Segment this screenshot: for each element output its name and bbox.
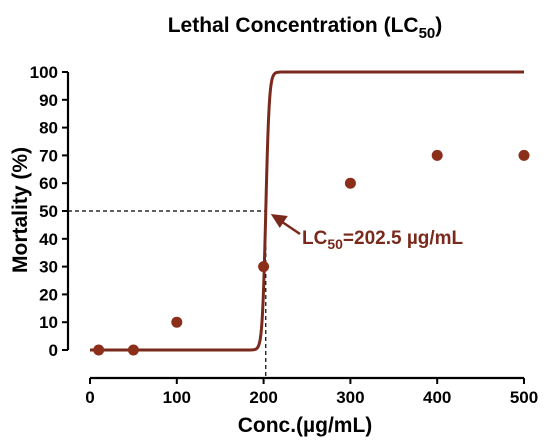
y-axis-label: Mortality (%)	[9, 147, 32, 273]
x-tick-label: 500	[510, 388, 538, 407]
y-tick-label: 50	[39, 202, 58, 221]
data-point	[518, 149, 530, 161]
x-tick-label: 400	[423, 388, 451, 407]
fitted-curve	[90, 70, 524, 352]
x-axis-label: Conc.(µg/mL)	[238, 414, 373, 437]
y-tick-label: 60	[39, 174, 58, 193]
x-tick-label: 100	[163, 388, 191, 407]
y-tick-label: 30	[39, 258, 58, 277]
y-tick-label: 90	[39, 91, 58, 110]
x-tick-label: 0	[85, 388, 94, 407]
data-point	[344, 177, 356, 189]
data-point	[93, 344, 105, 356]
data-point	[171, 316, 183, 328]
y-tick-label: 0	[49, 341, 58, 360]
y-tick-label: 100	[30, 63, 58, 82]
y-tick-label: 10	[39, 313, 58, 332]
data-point	[258, 261, 270, 273]
y-tick-label: 40	[39, 230, 58, 249]
data-point	[431, 149, 443, 161]
x-tick-label: 200	[249, 388, 277, 407]
y-tick-label: 20	[39, 285, 58, 304]
x-tick-label: 300	[336, 388, 364, 407]
chart-title: Lethal Concentration (LC50)	[168, 14, 443, 42]
lc50-annotation: LC50=202.5 µg/mL	[302, 228, 464, 252]
y-tick-label: 70	[39, 146, 58, 165]
plot-area: 0 10 20 30 40 50 60 70 80 90 100 0 100 200 300 400 500	[30, 63, 539, 407]
y-tick-label: 80	[39, 119, 58, 138]
data-point	[127, 344, 139, 356]
lc50-arrow-head	[270, 214, 288, 228]
